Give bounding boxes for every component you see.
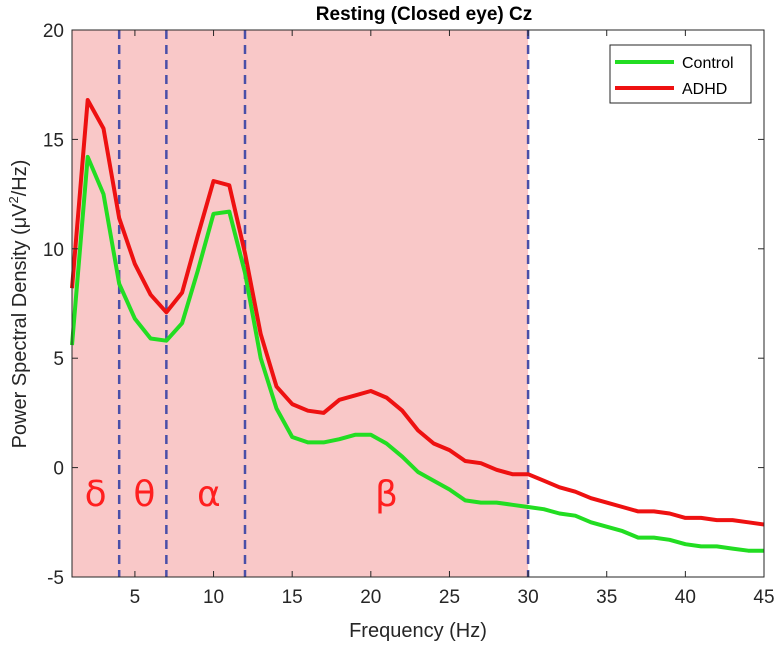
x-axis-label: Frequency (Hz): [349, 620, 487, 642]
y-tick-label-0: 0: [53, 459, 64, 480]
chart-title: Resting (Closed eye) Cz: [316, 4, 532, 25]
band-label-δ: δ: [85, 474, 107, 515]
x-tick-label-30: 30: [518, 587, 539, 608]
legend: Control ADHD: [609, 44, 752, 104]
x-tick-label-35: 35: [596, 587, 617, 608]
shaded-band-region: [72, 30, 529, 577]
series-line-adhd: [70, 98, 765, 527]
legend-label-control: Control: [682, 55, 734, 72]
y-axis-label-sup: 2: [6, 196, 21, 203]
legend-box: [609, 44, 752, 104]
x-tick-label-20: 20: [360, 587, 381, 608]
band-label-θ: θ: [133, 474, 155, 515]
series-line-control: [70, 154, 764, 553]
x-tick-label-40: 40: [675, 587, 696, 608]
y-tick-label--5: -5: [47, 568, 64, 589]
x-tick-label-45: 45: [753, 587, 774, 608]
y-tick-label-15: 15: [43, 130, 64, 151]
y-tick-label-20: 20: [43, 21, 64, 42]
plot-frame: [71, 29, 765, 578]
y-axis-label: Power Spectral Density (μV2/Hz): [6, 160, 31, 449]
band-label-α: α: [197, 474, 221, 515]
y-axis-label-main: Power Spectral Density (μV: [9, 203, 31, 449]
x-tick-label-10: 10: [203, 587, 224, 608]
x-tick-label-15: 15: [282, 587, 303, 608]
x-tick-label-25: 25: [439, 587, 460, 608]
y-tick-label-10: 10: [43, 240, 64, 261]
y-tick-label-5: 5: [53, 349, 64, 370]
x-tick-label-5: 5: [130, 587, 141, 608]
band-label-β: β: [375, 474, 398, 515]
y-axis-label-unit: /Hz): [9, 160, 31, 197]
legend-label-adhd: ADHD: [682, 81, 727, 98]
